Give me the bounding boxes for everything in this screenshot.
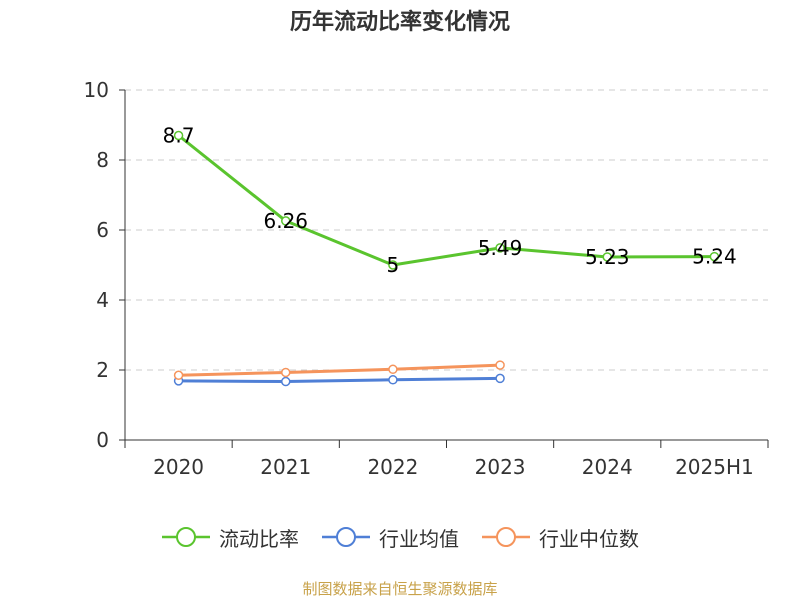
x-tick-label: 2023 bbox=[475, 455, 526, 479]
legend-circle bbox=[176, 527, 196, 547]
axes: 0 2 4 6 8 10 2020 2021 2022 2023 2024 2025H1 bbox=[84, 78, 769, 479]
legend-item[interactable]: 流动比率 bbox=[161, 523, 299, 552]
legend-item[interactable]: 行业均值 bbox=[321, 523, 459, 552]
legend-label: 行业中位数 bbox=[539, 526, 639, 551]
data-labels: 8.7 6.26 5 5.49 5.23 5.24 bbox=[163, 124, 737, 278]
data-point bbox=[173, 130, 184, 141]
y-tick-label: 8 bbox=[96, 148, 109, 172]
y-tick-label: 6 bbox=[96, 218, 109, 242]
chart-title: 历年流动比率变化情况 bbox=[289, 10, 510, 35]
legend-marker-icon bbox=[482, 527, 530, 547]
data-label: 6.26 bbox=[263, 209, 308, 233]
data-point bbox=[388, 375, 398, 385]
series-line bbox=[177, 134, 715, 267]
legend-label: 流动比率 bbox=[219, 526, 299, 551]
legend-marker-icon bbox=[162, 527, 210, 547]
legend-marker-icon bbox=[322, 527, 370, 547]
grid-lines bbox=[125, 89, 768, 371]
data-point bbox=[281, 367, 291, 378]
data-point bbox=[495, 360, 505, 370]
source-note: 制图数据来自恒生聚源数据库 bbox=[302, 580, 498, 598]
y-tick-label: 10 bbox=[84, 78, 109, 102]
data-point bbox=[495, 243, 505, 253]
y-tick-label: 2 bbox=[96, 358, 109, 382]
data-point bbox=[602, 252, 612, 262]
legend-label: 行业均值 bbox=[379, 526, 459, 551]
x-tick-label: 2020 bbox=[153, 455, 204, 479]
data-label: 5.23 bbox=[585, 245, 630, 269]
data-label: 5.49 bbox=[478, 236, 523, 260]
data-point bbox=[388, 260, 398, 270]
series-line bbox=[178, 363, 501, 377]
legend-circle bbox=[336, 527, 356, 547]
series-lines bbox=[173, 130, 720, 387]
legend: 流动比率 行业均值 行业中位数 bbox=[0, 520, 800, 554]
data-point bbox=[495, 373, 505, 384]
x-tick-label: 2022 bbox=[367, 455, 418, 479]
data-point bbox=[709, 251, 720, 262]
y-tick-label: 4 bbox=[96, 288, 109, 312]
x-tick-label: 2021 bbox=[260, 455, 311, 479]
data-point bbox=[388, 364, 398, 375]
data-point bbox=[281, 376, 291, 387]
data-label: 8.7 bbox=[163, 124, 195, 148]
legend-circle bbox=[496, 527, 516, 547]
x-tick-label: 2024 bbox=[582, 455, 633, 479]
legend-item[interactable]: 行业中位数 bbox=[481, 523, 639, 552]
y-tick-label: 0 bbox=[96, 428, 109, 452]
x-tick-label: 2025H1 bbox=[675, 455, 754, 479]
data-point bbox=[173, 370, 184, 380]
data-label: 5.24 bbox=[692, 245, 737, 269]
data-label: 5 bbox=[387, 253, 400, 277]
data-point bbox=[281, 216, 291, 226]
series-line bbox=[178, 376, 501, 384]
